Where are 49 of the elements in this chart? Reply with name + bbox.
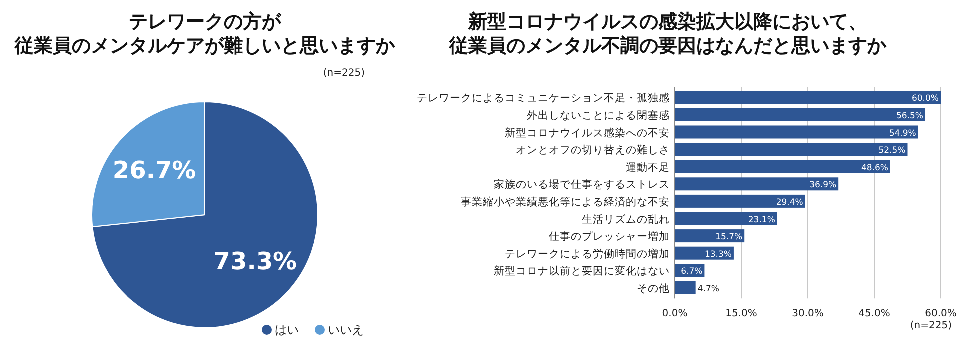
- bar: [675, 178, 839, 191]
- x-tick-label: 0.0%: [662, 308, 688, 320]
- y-tick-label: 事業縮小や業績悪化等による経済的な不安: [461, 195, 670, 208]
- x-tick-label: 45.0%: [858, 308, 890, 320]
- y-tick-label: 仕事のプレッシャー増加: [549, 230, 670, 244]
- chart-title: テレワークの方が: [129, 11, 282, 33]
- y-tick-label: 外出しないことによる閉塞感: [527, 108, 670, 122]
- bar: [675, 143, 908, 156]
- data-label: 6.7%: [681, 267, 703, 278]
- data-label: 54.9%: [889, 128, 916, 139]
- x-tick-label: 60.0%: [925, 308, 957, 320]
- bar: [675, 212, 778, 226]
- x-tick-label: 15.0%: [726, 308, 758, 320]
- y-tick-label: オンとオフの切り替えの難しさ: [516, 144, 670, 157]
- data-label: 23.1%: [748, 215, 776, 226]
- data-label: 73.3%: [214, 247, 298, 276]
- legend-label: いいえ: [328, 323, 364, 337]
- data-label: 29.4%: [776, 198, 804, 208]
- bar: [675, 230, 745, 243]
- y-tick-label: 生活リズムの乱れ: [582, 212, 670, 226]
- data-label: 26.7%: [112, 156, 196, 185]
- data-label: 48.6%: [861, 163, 888, 174]
- bar: [675, 108, 926, 122]
- data-label: 52.5%: [878, 146, 906, 156]
- y-tick-label: テレワークによる労働時間の増加: [505, 247, 670, 260]
- bar: [675, 91, 941, 104]
- data-label: 36.9%: [810, 180, 837, 191]
- y-tick-label: 運動不足: [626, 162, 670, 174]
- bar: [675, 194, 806, 208]
- legend-label: はい: [275, 323, 299, 337]
- data-label: 15.7%: [716, 232, 743, 243]
- x-tick-label: 30.0%: [792, 308, 824, 320]
- bar: [675, 126, 918, 139]
- bar: [675, 281, 696, 294]
- y-tick-label: 新型コロナ以前と要因に変化はない: [494, 264, 670, 278]
- y-tick-label: 家族のいる場で仕事をするストレス: [494, 178, 670, 192]
- y-tick-label: その他: [637, 282, 670, 295]
- bar: [675, 160, 890, 174]
- data-label: 13.3%: [704, 250, 732, 260]
- text: (n=225): [910, 320, 952, 332]
- y-tick-label: 新型コロナウイルス感染への不安: [505, 126, 670, 140]
- data-label: 60.0%: [912, 94, 939, 104]
- data-label: 56.5%: [896, 111, 924, 122]
- data-label: 4.7%: [698, 284, 720, 294]
- chart-subtitle: 従業員のメンタル不調の要因はなんだと思いますか: [448, 35, 888, 57]
- chart-subtitle: 従業員のメンタルケアが難しいと思いますか: [14, 35, 396, 57]
- text: (n=225): [323, 68, 366, 79]
- y-tick-label: テレワークによるコミュニケーション不足・孤独感: [417, 92, 670, 105]
- chart-title: 新型コロナウイルスの感染拡大以降において、: [468, 11, 868, 33]
